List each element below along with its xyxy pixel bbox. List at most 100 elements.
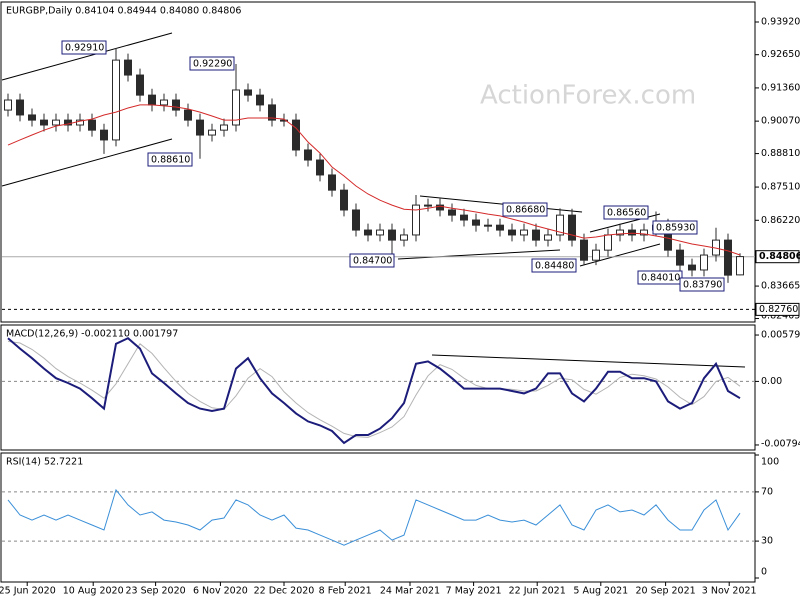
price-pane (0, 1, 756, 323)
annotation: 0.85930 (656, 223, 695, 234)
candle-body (136, 74, 144, 96)
candle-body (316, 159, 324, 176)
y-tick-label: 30 (761, 536, 773, 547)
indicator-line (7, 488, 741, 546)
y-tick-label: 0.005797 (761, 330, 800, 341)
candle-body (604, 234, 612, 251)
x-tick-label: 8 Feb 2021 (319, 586, 372, 597)
annotation: 0.92910 (65, 43, 104, 54)
candle-body (484, 224, 492, 227)
trend-line (419, 195, 583, 213)
candle-body (220, 124, 228, 131)
candle-body (460, 214, 468, 221)
trend-lines (1, 32, 746, 368)
y-tick-label: 70 (761, 486, 773, 497)
candle-body (16, 99, 24, 116)
x-tick-label: 6 Nov 2020 (193, 586, 248, 597)
candle-body (676, 249, 684, 266)
candle-body (376, 229, 384, 236)
trend-line (579, 243, 661, 267)
x-tick-label: 5 Aug 2021 (573, 586, 628, 597)
rsi-title: RSI(14) 52.7221 (6, 457, 83, 468)
x-tick-label: 22 Dec 2020 (254, 586, 315, 597)
y-tick-label: 0.93920 (761, 16, 800, 27)
candle-body (364, 229, 372, 236)
annotation-box (652, 220, 698, 235)
candle-body (616, 229, 624, 236)
y-tick-label: 0.83665 (761, 281, 800, 292)
y-tick-label: 0.00 (761, 376, 782, 387)
annotation: 0.84480 (535, 261, 574, 272)
candle-body (436, 204, 444, 211)
annotation-box (531, 258, 577, 273)
candle-body (340, 189, 348, 211)
annotation-box (189, 56, 235, 71)
candle-body (280, 119, 288, 122)
candle-body (328, 174, 336, 191)
annotation-box (679, 277, 725, 292)
indicator-line (7, 104, 741, 256)
candle-body (532, 229, 540, 241)
annotation: 0.84010 (641, 273, 680, 284)
annotation-box (349, 253, 395, 268)
indicator-line (7, 340, 741, 438)
candle-body (28, 114, 36, 121)
candle-body (736, 256, 744, 276)
candle-body (700, 254, 708, 271)
x-tick-label: 3 Nov 2021 (702, 586, 757, 597)
y-tick-label: 0.91360 (761, 82, 800, 93)
candle-body (244, 89, 252, 96)
candle-body (412, 204, 420, 236)
candle-body (568, 214, 576, 241)
candle-body (160, 99, 168, 106)
candle-body (52, 119, 60, 126)
level-box (755, 302, 800, 316)
candle-body (256, 94, 264, 106)
y-tick-label: 0 (761, 567, 767, 578)
candle-body (268, 104, 276, 121)
indicator-line (7, 337, 741, 445)
y-tick-label: -0.007941 (761, 439, 800, 450)
trend-line (1, 32, 173, 81)
candle-body (556, 214, 564, 236)
candle-body (472, 219, 480, 226)
x-tick-label: 23 Sep 2020 (125, 586, 185, 597)
trend-line (1, 138, 173, 187)
candle-body (724, 239, 732, 276)
candle-body (184, 109, 192, 121)
candle-body (520, 229, 528, 236)
candle-body (88, 119, 96, 131)
annotation-box (61, 40, 107, 55)
candle-body (388, 229, 396, 241)
candle-body (640, 229, 648, 236)
y-tick-label: 0.86220 (761, 215, 800, 226)
y-tick-label: 0.82405 (761, 311, 800, 322)
candle-body (592, 249, 600, 261)
annotation: 0.83790 (683, 280, 722, 291)
candle-body (508, 229, 516, 236)
candle-body (496, 224, 504, 231)
annotation-box (603, 205, 649, 220)
annotation: 0.84700 (353, 256, 392, 267)
annotation: 0.86680 (506, 205, 545, 216)
x-tick-label: 22 Jun 2021 (509, 586, 566, 597)
annotation: 0.92290 (193, 59, 232, 70)
candle-body (112, 59, 120, 141)
candle-body (40, 119, 48, 126)
trend-line (397, 249, 561, 260)
price-title: EURGBP,Daily 0.84104 0.84944 0.84080 0.8… (6, 6, 241, 17)
candle-body (400, 234, 408, 241)
candle-body (196, 119, 204, 136)
macd-title: MACD(12,26,9) -0.002110 0.001797 (6, 329, 178, 340)
candle-body (4, 99, 12, 111)
candle-body (76, 119, 84, 126)
y-tick-label: 0.90070 (761, 116, 800, 127)
x-tick-label: 25 Jun 2020 (0, 586, 56, 597)
candle-body (628, 229, 636, 236)
candle-body (64, 119, 72, 126)
macd-pane (0, 324, 756, 451)
current-price-box (755, 250, 800, 264)
x-tick-label: 24 Mar 2021 (380, 586, 440, 597)
rsi-pane (0, 452, 756, 583)
